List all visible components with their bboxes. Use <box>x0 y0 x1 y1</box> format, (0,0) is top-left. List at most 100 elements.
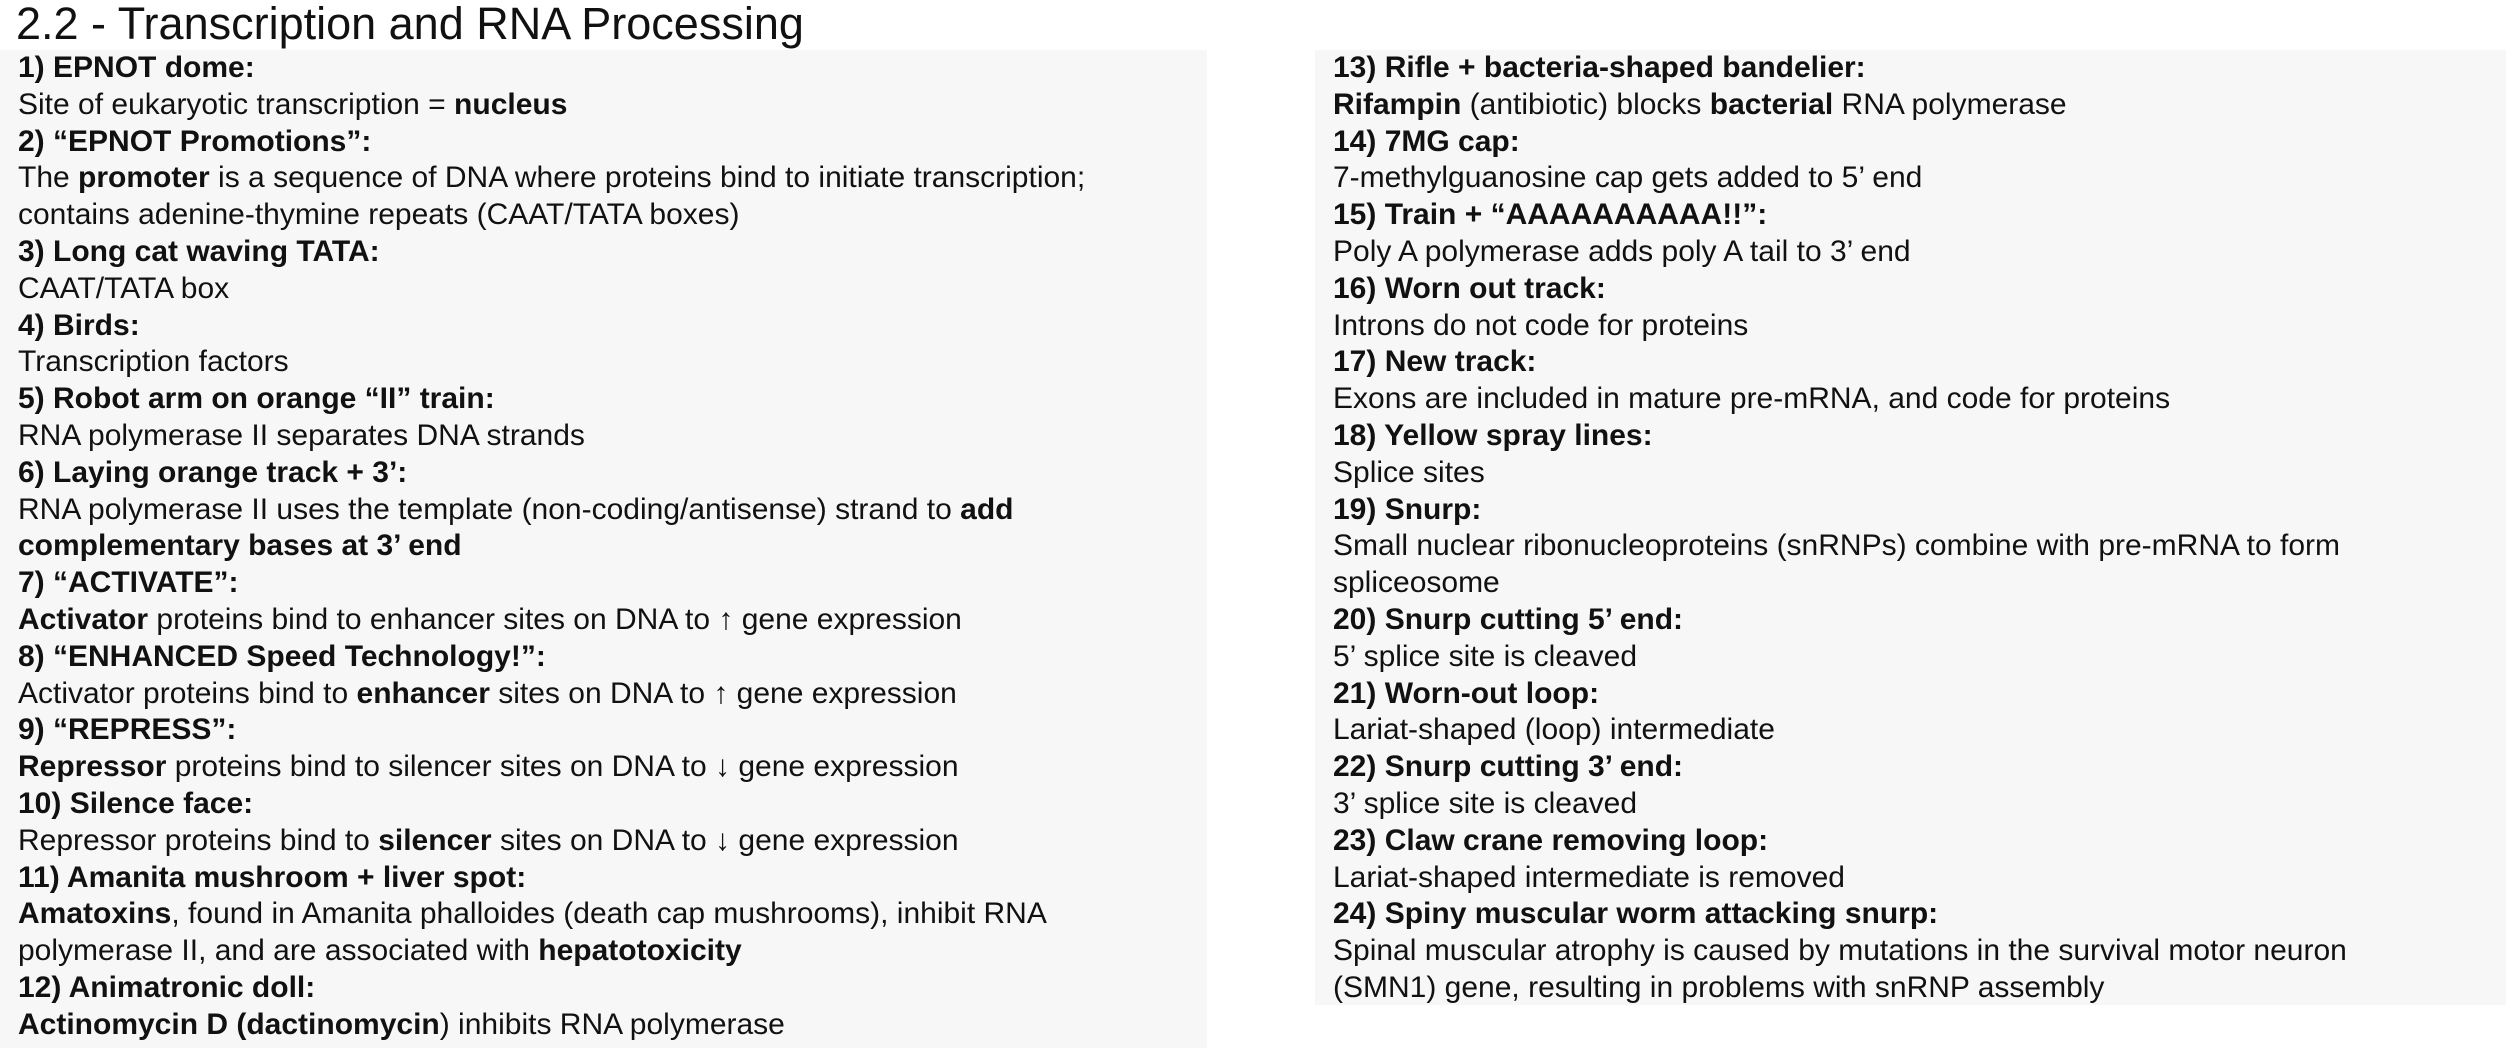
entry-description-line: Exons are included in mature pre-mRNA, a… <box>1333 381 2506 418</box>
list-item: 13) Rifle + bacteria-shaped bandelier: Ri… <box>1333 50 2506 124</box>
bold-term: complementary bases at 3’ end <box>18 529 462 563</box>
description-text: 7-methylguanosine cap gets added to 5’ e… <box>1333 161 1923 195</box>
entry-heading: 9) “REPRESS”: <box>18 713 237 747</box>
bold-term: silencer <box>378 823 492 857</box>
description-text: polymerase II, and are associated with <box>18 934 539 968</box>
entry-description-line: CAAT/TATA box <box>18 271 1207 308</box>
entry-description-line: Small nuclear ribonucleoproteins (snRNPs… <box>1333 528 2506 565</box>
description-text: contains adenine-thymine repeats (CAAT/T… <box>18 198 740 232</box>
entry-description-line: Introns do not code for proteins <box>1333 308 2506 345</box>
entry-heading: 14) 7MG cap: <box>1333 124 1520 158</box>
entry-description-line: Lariat-shaped intermediate is removed <box>1333 860 2506 897</box>
description-text: 5’ splice site is cleaved <box>1333 639 1638 673</box>
entry-description-line: RNA polymerase II uses the template (non… <box>18 492 1207 529</box>
list-item: 23) Claw crane removing loop: Lariat-shap… <box>1333 823 2506 897</box>
list-item: 10) Silence face: Repressor proteins bind… <box>18 786 1207 860</box>
entry-heading: 23) Claw crane removing loop: <box>1333 823 1769 857</box>
entry-description-line: polymerase II, and are associated with h… <box>18 933 1207 970</box>
entry-heading: 8) “ENHANCED Speed Technology!”: <box>18 639 546 673</box>
description-text: Splice sites <box>1333 455 1485 489</box>
entry-heading: 13) Rifle + bacteria-shaped bandelier: <box>1333 51 1866 84</box>
entry-description-line: RNA polymerase II separates DNA strands <box>18 418 1207 455</box>
entry-heading: 2) “EPNOT Promotions”: <box>18 124 372 158</box>
list-item: 9) “REPRESS”: Repressor proteins bind to … <box>18 712 1207 786</box>
bold-term: Amatoxins <box>18 897 172 931</box>
description-text: Small nuclear ribonucleoproteins (snRNPs… <box>1333 529 2341 563</box>
entry-description-line: (SMN1) gene, resulting in problems with … <box>1333 970 2506 1007</box>
description-text: RNA polymerase II uses the template (non… <box>18 492 961 526</box>
description-text: spliceosome <box>1333 566 1500 600</box>
bold-term: Activator <box>18 602 149 636</box>
right-column: 13) Rifle + bacteria-shaped bandelier: Ri… <box>1315 50 2506 1005</box>
entry-description-line: Activator proteins bind to enhancer site… <box>18 676 1207 713</box>
entry-heading: 10) Silence face: <box>18 786 254 820</box>
description-text: Exons are included in mature pre-mRNA, a… <box>1333 382 2171 416</box>
entry-heading: 20) Snurp cutting 5’ end: <box>1333 602 1684 636</box>
description-text: , found in Amanita phalloides (death cap… <box>171 897 1047 931</box>
entry-description-line: Rifampin (antibiotic) blocks bacterial R… <box>1333 87 2506 124</box>
description-text: Site of eukaryotic transcription = <box>18 87 455 121</box>
entry-heading: 24) Spiny muscular worm attacking snurp: <box>1333 897 1939 931</box>
description-text: Poly A polymerase adds poly A tail to 3’… <box>1333 234 1911 268</box>
entry-heading: 4) Birds: <box>18 308 140 342</box>
entry-description-line: Transcription factors <box>18 344 1207 381</box>
description-text: RNA polymerase <box>1833 87 2067 121</box>
list-item: 3) Long cat waving TATA: CAAT/TATA box <box>18 234 1207 308</box>
entry-description-line: complementary bases at 3’ end <box>18 528 1207 565</box>
description-text: is a sequence of DNA where proteins bind… <box>209 161 1086 195</box>
entry-heading: 22) Snurp cutting 3’ end: <box>1333 750 1684 784</box>
description-text: Lariat-shaped (loop) intermediate <box>1333 713 1775 747</box>
entry-description-line: Spinal muscular atrophy is caused by mut… <box>1333 933 2506 970</box>
bold-term: nucleus <box>454 87 568 121</box>
description-text: Repressor proteins bind to <box>18 823 379 857</box>
entry-description-line: Repressor proteins bind to silencer site… <box>18 749 1207 786</box>
list-item: 21) Worn-out loop: Lariat-shaped (loop) i… <box>1333 676 2506 750</box>
entry-heading: 17) New track: <box>1333 345 1537 379</box>
description-text: Lariat-shaped intermediate is removed <box>1333 860 1845 894</box>
description-text: proteins bind to silencer sites on DNA t… <box>166 750 959 784</box>
entry-description-line: Activator proteins bind to enhancer site… <box>18 602 1207 639</box>
entry-description-line: Poly A polymerase adds poly A tail to 3’… <box>1333 234 2506 271</box>
description-text: Spinal muscular atrophy is caused by mut… <box>1333 934 2347 968</box>
entry-heading: 19) Snurp: <box>1333 492 1482 526</box>
entry-heading: 7) “ACTIVATE”: <box>18 566 239 600</box>
description-text: The <box>18 161 79 195</box>
description-text: RNA polymerase II separates DNA strands <box>18 418 585 452</box>
entry-description-line: The promoter is a sequence of DNA where … <box>18 160 1207 197</box>
entry-description-line: Amatoxins, found in Amanita phalloides (… <box>18 896 1207 933</box>
bold-term: promoter <box>78 161 210 195</box>
entry-heading: 18) Yellow spray lines: <box>1333 418 1653 452</box>
bold-term: add <box>960 492 1014 526</box>
description-text: sites on DNA to ↓ gene expression <box>491 823 959 857</box>
list-item: 17) New track: Exons are included in matu… <box>1333 344 2506 418</box>
description-text: sites on DNA to ↑ gene expression <box>489 676 957 710</box>
entry-heading: 16) Worn out track: <box>1333 271 1606 305</box>
entry-heading: 1) EPNOT dome: <box>18 51 255 84</box>
entry-description-line: Splice sites <box>1333 455 2506 492</box>
entry-description-line: 5’ splice site is cleaved <box>1333 639 2506 676</box>
description-text: Introns do not code for proteins <box>1333 308 1749 342</box>
entry-description-line: contains adenine-thymine repeats (CAAT/T… <box>18 197 1207 234</box>
list-item: 11) Amanita mushroom + liver spot: Amatox… <box>18 860 1207 970</box>
entry-description-line: spliceosome <box>1333 565 2506 602</box>
description-text: proteins bind to enhancer sites on DNA t… <box>148 602 962 636</box>
description-text: ) inhibits RNA polymerase <box>439 1007 785 1041</box>
list-item: 8) “ENHANCED Speed Technology!”: Activato… <box>18 639 1207 713</box>
entry-heading: 6) Laying orange track + 3’: <box>18 455 408 489</box>
list-item: 4) Birds: Transcription factors <box>18 308 1207 382</box>
list-item: 5) Robot arm on orange “II” train: RNA po… <box>18 381 1207 455</box>
entry-heading: 15) Train + “AAAAAAAAAA!!”: <box>1333 198 1768 232</box>
description-text: Transcription factors <box>18 345 289 379</box>
description-text: Activator proteins bind to <box>18 676 357 710</box>
list-item: 14) 7MG cap: 7-methylguanosine cap gets a… <box>1333 124 2506 198</box>
list-item: 18) Yellow spray lines: Splice sites <box>1333 418 2506 492</box>
list-item: 7) “ACTIVATE”: Activator proteins bind to… <box>18 565 1207 639</box>
list-item: 1) EPNOT dome: Site of eukaryotic transcr… <box>18 50 1207 124</box>
entry-heading: 3) Long cat waving TATA: <box>18 234 380 268</box>
list-item: 20) Snurp cutting 5’ end: 5’ splice site … <box>1333 602 2506 676</box>
entry-description-line: 3’ splice site is cleaved <box>1333 786 2506 823</box>
bold-term: enhancer <box>356 676 490 710</box>
entry-description-line: Lariat-shaped (loop) intermediate <box>1333 712 2506 749</box>
bold-term: Repressor <box>18 750 167 784</box>
entry-heading: 21) Worn-out loop: <box>1333 676 1600 710</box>
